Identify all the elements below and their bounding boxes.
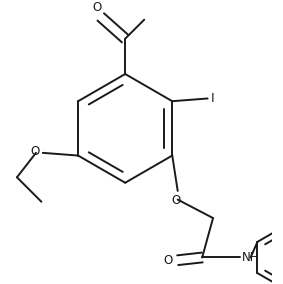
Text: NH: NH bbox=[242, 251, 259, 264]
Text: O: O bbox=[163, 254, 172, 267]
Text: O: O bbox=[31, 145, 40, 158]
Text: I: I bbox=[211, 92, 215, 105]
Text: O: O bbox=[92, 1, 101, 14]
Text: O: O bbox=[172, 194, 181, 207]
